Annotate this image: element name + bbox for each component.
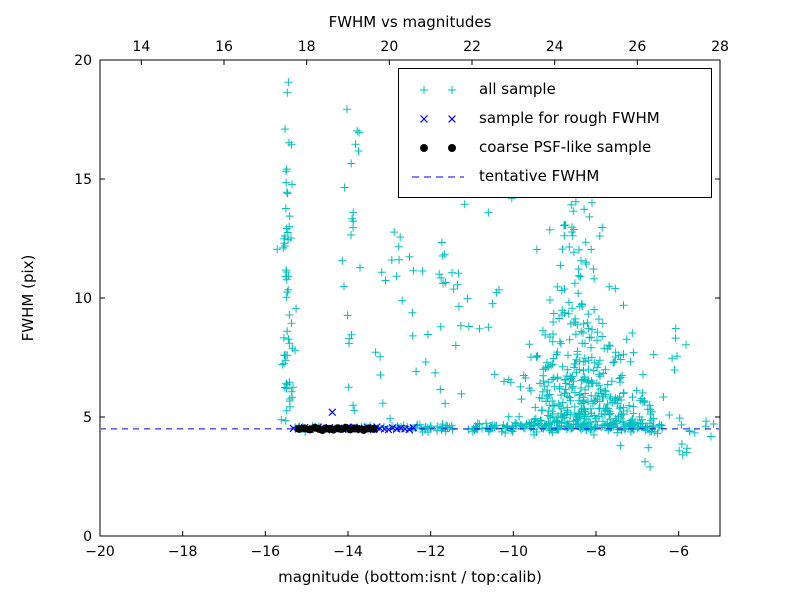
x-tick-label: −6 [668,544,689,560]
legend-entry-circle: coarse PSF-like sample [409,133,701,162]
x-top-tick-label: 14 [132,39,150,55]
x-tick-label: −8 [586,544,607,560]
legend-marker-dashed-line [412,176,464,177]
x-top-tick-label: 28 [711,39,729,55]
x-top-tick-label: 16 [215,39,233,55]
x-tick-label: −10 [499,544,529,560]
legend-marker-circle [420,143,456,152]
legend-entry-x: sample for rough FWHM [409,104,701,133]
chart-title: FWHM vs magnitudes [328,13,492,31]
legend-label: tentative FWHM [479,167,600,185]
x-tick-label: −12 [416,544,446,560]
series-all-sample [273,78,718,471]
y-tick-label: 0 [83,529,92,545]
x-top-tick-label: 22 [463,39,481,55]
y-tick-label: 20 [74,53,92,69]
x-tick-label: −20 [85,544,115,560]
x-tick-label: −14 [333,544,363,560]
x-tick-label: −18 [168,544,198,560]
legend-entry-plus: all sample [409,75,701,104]
y-tick-label: 5 [83,410,92,426]
series-psf-like [295,423,378,435]
x-top-tick-label: 18 [298,39,316,55]
x-axis-label: magnitude (bottom:isnt / top:calib) [278,568,542,586]
y-axis-label: FWHM (pix) [19,254,37,342]
legend-marker-x [420,114,456,123]
legend-entry-dashed-line: tentative FWHM [409,162,701,191]
legend-label: sample for rough FWHM [479,109,660,127]
x-axis-top-ticks: 14 16 18 20 22 24 26 28 [132,39,729,65]
legend-label: coarse PSF-like sample [479,138,652,156]
legend: all sample sample for rough FWHM coarse PS… [398,68,712,198]
y-tick-label: 10 [74,291,92,307]
legend-label: all sample [479,80,556,98]
x-tick-label: −16 [251,544,281,560]
y-axis-ticks: 0 5 10 15 20 [74,53,720,545]
x-top-tick-label: 20 [380,39,398,55]
x-top-tick-label: 24 [546,39,564,55]
legend-marker-plus [420,85,456,94]
data-layer [101,78,719,471]
x-axis-bottom-ticks: −20 −18 −16 −14 −12 −10 −8 −6 [85,531,689,560]
y-tick-label: 15 [74,172,92,188]
x-top-tick-label: 26 [628,39,646,55]
